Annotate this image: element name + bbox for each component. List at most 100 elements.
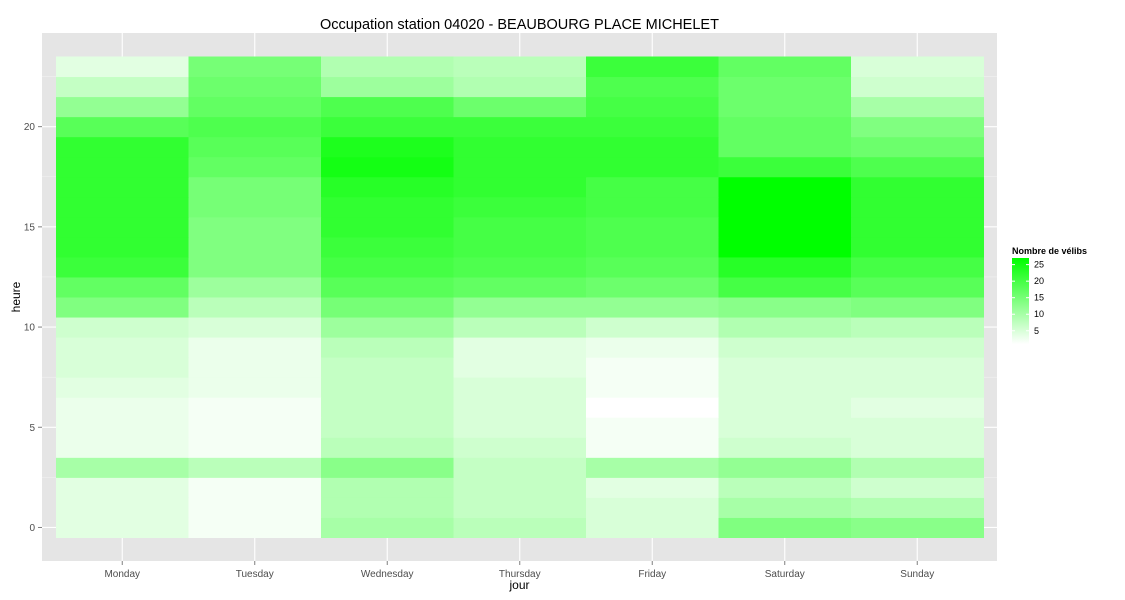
heatmap-cell — [851, 497, 984, 518]
heatmap-cell — [586, 477, 719, 498]
heatmap-cell — [851, 417, 984, 438]
heatmap-cell — [453, 377, 587, 398]
heatmap-cell — [586, 156, 719, 178]
heatmap-cell — [188, 196, 322, 218]
heatmap-cell — [56, 76, 189, 98]
heatmap-cell — [586, 317, 719, 338]
heatmap-cell — [321, 437, 454, 458]
heatmap-cell — [56, 176, 189, 198]
heatmap-cell — [321, 96, 454, 118]
heatmap-cell — [586, 136, 719, 158]
chart-title: Occupation station 04020 - BEAUBOURG PLA… — [320, 17, 719, 33]
heatmap-cell — [56, 317, 189, 338]
heatmap-cell — [453, 216, 587, 238]
heatmap-cell — [56, 156, 189, 178]
heatmap-cell — [453, 156, 587, 178]
heatmap-cell — [56, 497, 189, 518]
heatmap-cell — [586, 457, 719, 478]
heatmap-cell — [586, 337, 719, 358]
heatmap-cell — [321, 397, 454, 418]
heatmap-cell — [718, 256, 852, 278]
heatmap-cell — [586, 417, 719, 438]
heatmap-cell — [586, 437, 719, 458]
heatmap-cell — [586, 116, 719, 138]
heatmap-cell — [321, 337, 454, 358]
heatmap-cell — [321, 256, 454, 278]
heatmap-cell — [56, 297, 189, 318]
heatmap-cell — [851, 176, 984, 198]
heatmap-cell — [188, 477, 322, 498]
heatmap-cell — [188, 176, 322, 198]
legend-tick-label: 25 — [1034, 260, 1044, 270]
heatmap-cell — [453, 457, 587, 478]
heatmap-cell — [56, 116, 189, 138]
heatmap-cell — [453, 357, 587, 378]
heatmap-cell — [586, 397, 719, 418]
heatmap-cell — [718, 216, 852, 238]
heatmap-cell — [56, 477, 189, 498]
heatmap-cell — [56, 216, 189, 238]
heatmap-cell — [321, 176, 454, 198]
heatmap-cell — [453, 176, 587, 198]
heatmap-cell — [321, 497, 454, 518]
heatmap-cell — [718, 176, 852, 198]
legend-tick-label: 5 — [1034, 326, 1039, 336]
heatmap-cell — [188, 256, 322, 278]
heatmap-cell — [321, 136, 454, 158]
heatmap-cell — [321, 317, 454, 338]
heatmap-cell — [188, 236, 322, 258]
heatmap-cell — [453, 96, 587, 118]
heatmap-cell — [188, 417, 322, 438]
y-tick-label: 20 — [24, 122, 36, 133]
heatmap-cell — [586, 357, 719, 378]
heatmap-cell — [453, 136, 587, 158]
heatmap-cell — [321, 156, 454, 178]
heatmap-cell — [586, 196, 719, 218]
heatmap-cell — [321, 196, 454, 218]
x-tick-label: Friday — [638, 569, 666, 580]
legend-tick-label: 15 — [1034, 293, 1044, 303]
heatmap-cell — [453, 297, 587, 318]
heatmap-cell — [453, 76, 587, 98]
heatmap-cell — [718, 56, 852, 78]
heatmap-cell — [851, 337, 984, 358]
heatmap-cell — [453, 317, 587, 338]
heatmap-cell — [586, 256, 719, 278]
heatmap-cell — [321, 116, 454, 138]
heatmap-cell — [188, 56, 322, 78]
heatmap-cell — [188, 317, 322, 338]
heatmap-cell — [453, 517, 587, 538]
heatmap-cell — [453, 116, 587, 138]
y-axis-ticks: 0 5 10 15 20 — [24, 122, 42, 534]
heatmap-cell — [453, 276, 587, 298]
heatmap-cell — [188, 357, 322, 378]
legend-colorbar — [1012, 258, 1029, 344]
heatmap-cell — [718, 397, 852, 418]
heatmap-cell — [586, 216, 719, 238]
heatmap-cell — [851, 76, 984, 98]
heatmap-cell — [188, 76, 322, 98]
heatmap-cell — [453, 196, 587, 218]
heatmap-cell — [188, 136, 322, 158]
heatmap-cell — [718, 437, 852, 458]
heatmap-cell — [321, 56, 454, 78]
heatmap-cell — [851, 196, 984, 218]
heatmap-cell — [188, 216, 322, 238]
heatmap-cell — [188, 337, 322, 358]
heatmap-cell — [586, 297, 719, 318]
heatmap-cell — [718, 417, 852, 438]
heatmap-tiles — [56, 56, 984, 538]
heatmap-cell — [321, 76, 454, 98]
heatmap-cell — [321, 417, 454, 438]
x-tick-label: Thursday — [499, 569, 541, 580]
heatmap-cell — [586, 236, 719, 258]
heatmap-cell — [718, 276, 852, 298]
heatmap-cell — [453, 497, 587, 518]
heatmap-cell — [453, 417, 587, 438]
legend-ticks: 5 10 15 20 25 — [1012, 260, 1044, 336]
heatmap-cell — [56, 56, 189, 78]
heatmap-cell — [56, 357, 189, 378]
heatmap-cell — [56, 136, 189, 158]
heatmap-cell — [586, 56, 719, 78]
heatmap-cell — [586, 276, 719, 298]
